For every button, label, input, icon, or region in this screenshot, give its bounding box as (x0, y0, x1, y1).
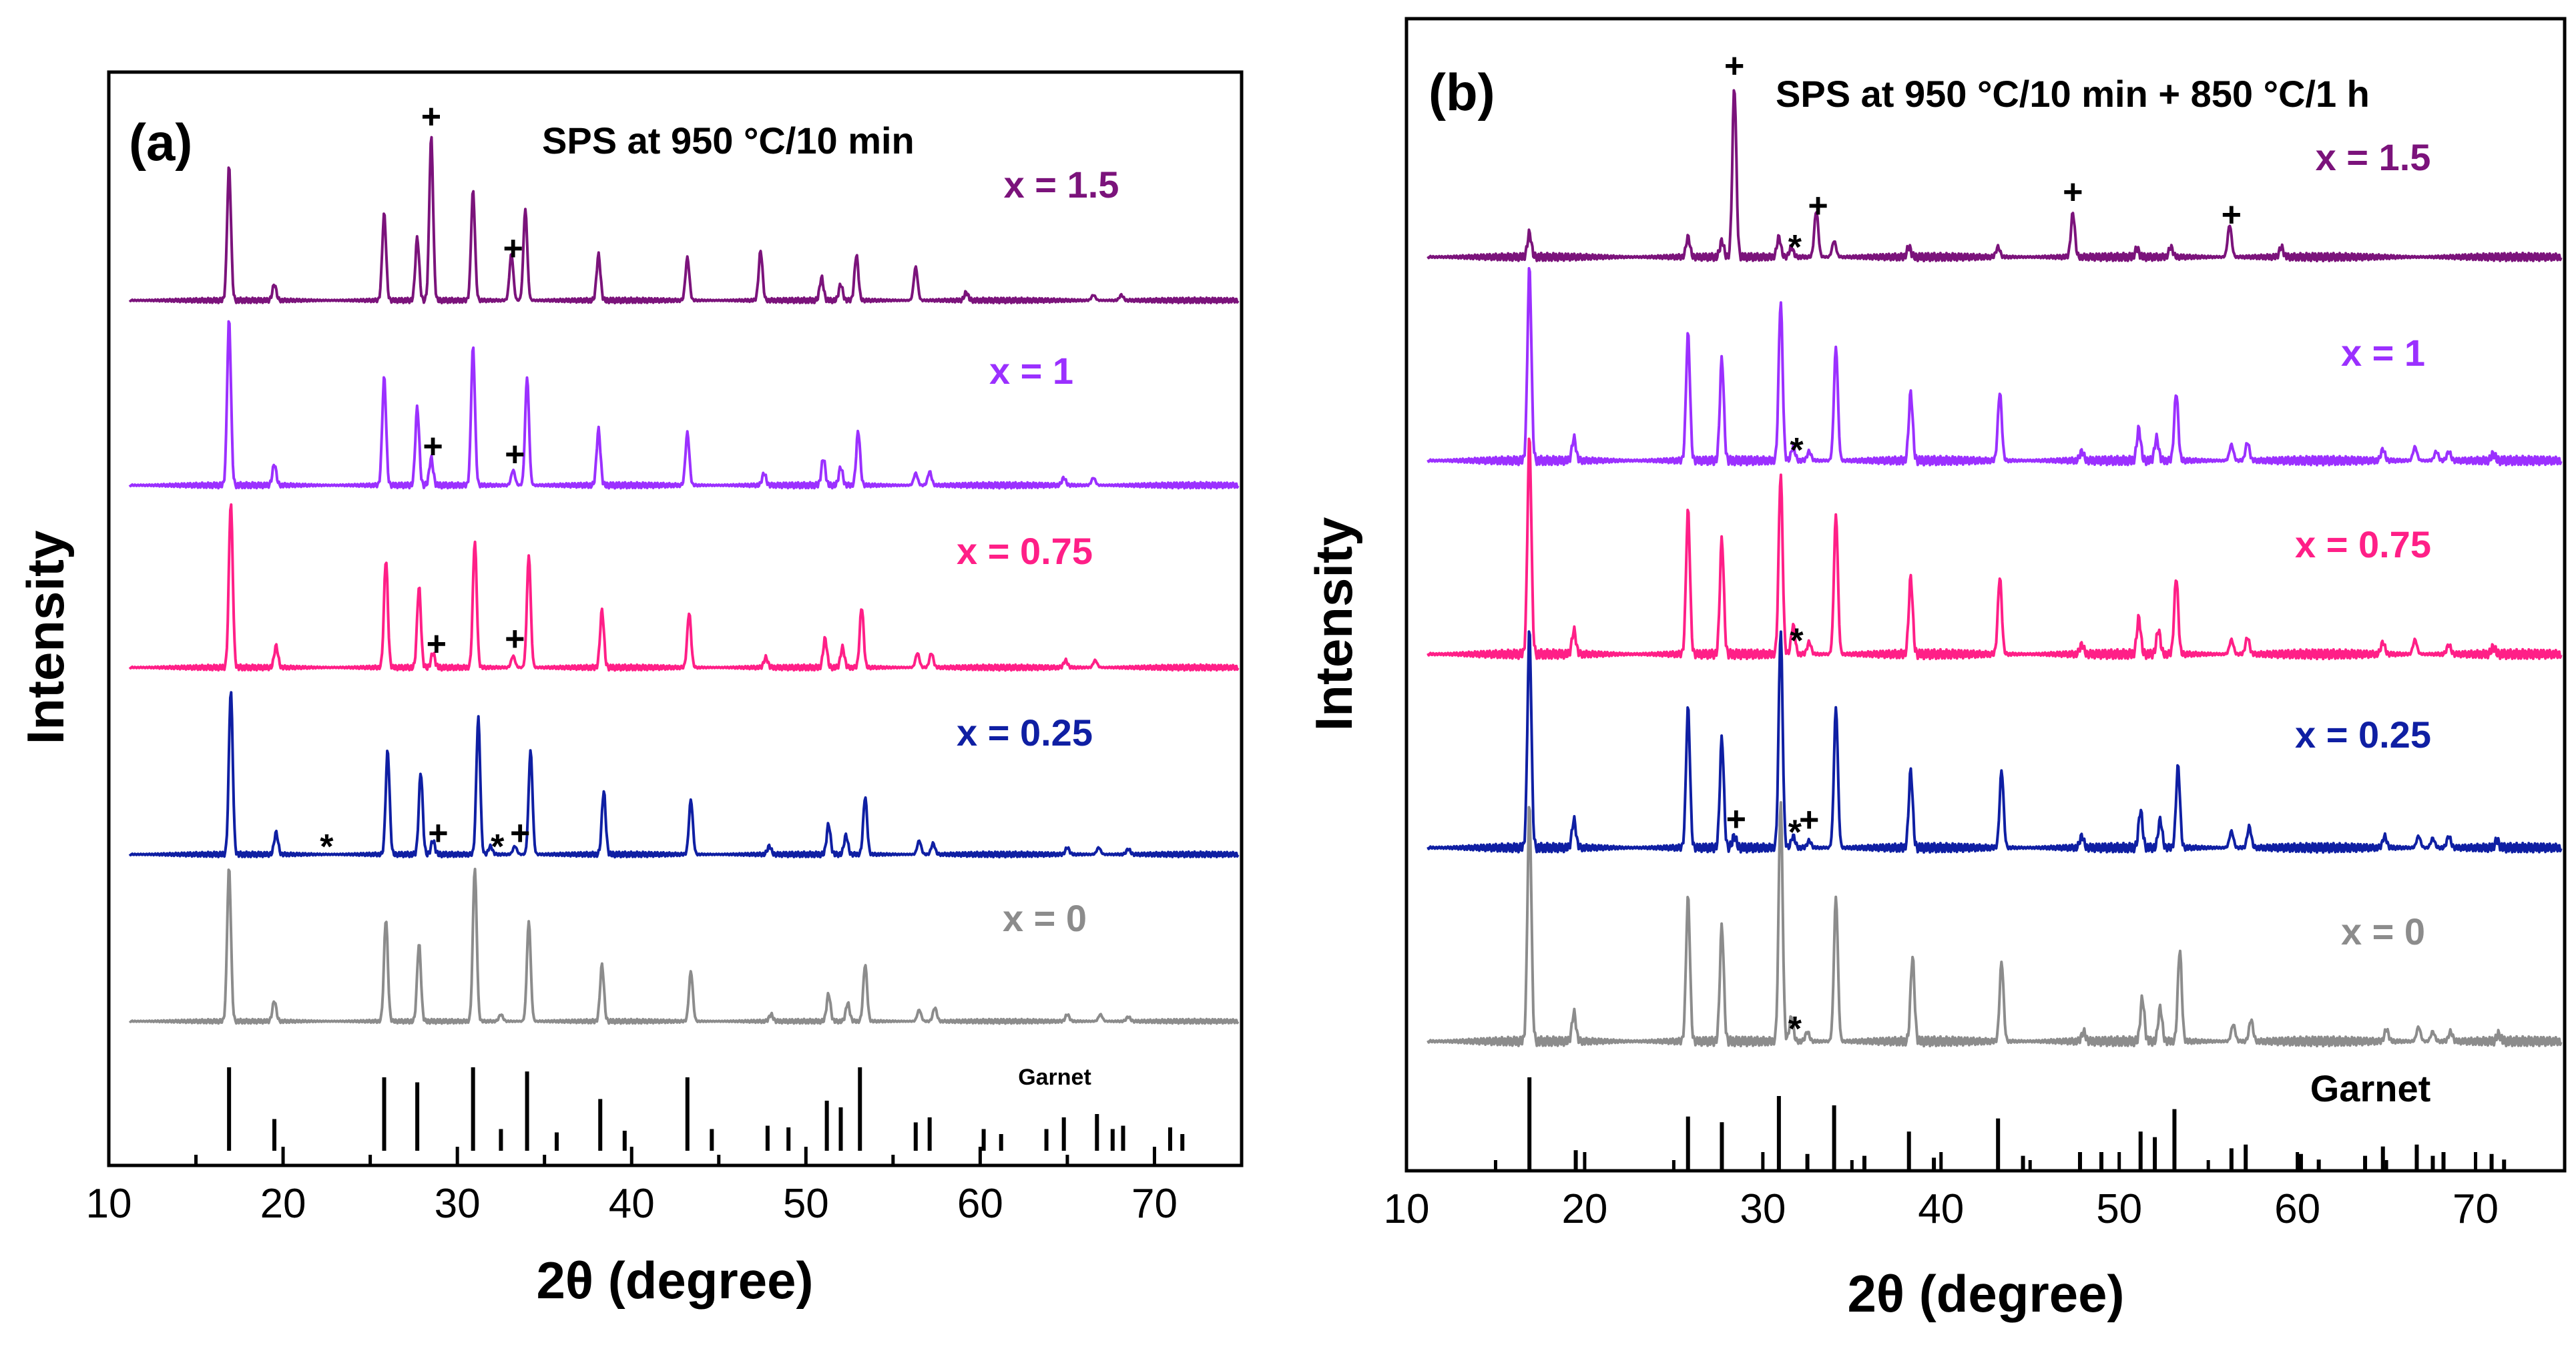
plus-phase-marker: + (1799, 801, 1819, 840)
series-line-x-0-25 (128, 691, 1240, 859)
x-tick-label: 50 (783, 1181, 829, 1227)
series-label-x-1: x = 1 (989, 350, 1073, 392)
series-label-x-0: x = 0 (1003, 897, 1087, 939)
plus-phase-marker: + (503, 230, 523, 268)
panel-label: (a) (129, 113, 192, 172)
plus-phase-marker: + (1808, 186, 1828, 225)
series-line-x-0 (1427, 801, 2563, 1048)
series-label-x-0: x = 0 (2341, 910, 2425, 953)
star-phase-marker: * (320, 828, 334, 866)
plus-phase-marker: + (1726, 800, 1746, 838)
x-tick-label: 10 (86, 1181, 132, 1227)
x-tick-label: 40 (1918, 1186, 1964, 1232)
panel-label: (b) (1429, 63, 1495, 121)
series-label-x-0-75: x = 0.75 (2295, 523, 2431, 565)
series-label-x-1-5: x = 1.5 (2316, 136, 2431, 178)
plus-phase-marker: + (505, 620, 525, 659)
x-tick-label: 10 (1384, 1186, 1430, 1232)
series-label-x-0-75: x = 0.75 (957, 530, 1093, 572)
star-phase-marker: * (1788, 1010, 1802, 1049)
series-line-x-0-75 (128, 503, 1240, 672)
plus-phase-marker: + (510, 814, 530, 853)
series-line-x-1 (128, 320, 1240, 490)
star-phase-marker: * (1788, 813, 1802, 852)
series-line-x-0-75 (1427, 437, 2563, 661)
reference-label: Garnet (2310, 1067, 2431, 1109)
panel-title: SPS at 950 °C/10 min + 850 °C/1 h (1776, 73, 2370, 115)
plus-phase-marker: + (427, 625, 447, 663)
x-tick-label: 40 (609, 1181, 655, 1227)
series-line-x-1-5 (128, 136, 1240, 304)
plus-phase-marker: + (505, 435, 525, 474)
plus-phase-marker: + (2063, 173, 2083, 212)
y-axis-title: Intensity (16, 531, 75, 745)
series-label-x-1-5: x = 1.5 (1004, 164, 1119, 206)
series-line-x-0 (128, 868, 1240, 1025)
star-phase-marker: * (1790, 431, 1804, 470)
series-label-x-0-25: x = 0.25 (957, 712, 1093, 754)
x-tick-label: 30 (435, 1181, 481, 1227)
x-tick-label: 20 (1561, 1186, 1607, 1232)
star-phase-marker: * (1788, 228, 1802, 267)
x-tick-label: 70 (1131, 1181, 1178, 1227)
panel-title: SPS at 950 °C/10 min (542, 119, 915, 162)
star-phase-marker: * (491, 828, 505, 866)
panel-a: (a) SPS at 950 °C/10 min 2θ (degree) Int… (16, 70, 1244, 1310)
y-axis-title: Intensity (1304, 517, 1363, 732)
series-line-x-1-5 (1427, 89, 2563, 262)
plus-phase-marker: + (1724, 47, 1744, 85)
x-tick-label: 50 (2096, 1186, 2142, 1232)
series-label-x-0-25: x = 0.25 (2295, 714, 2431, 756)
series-label-x-1: x = 1 (2341, 332, 2425, 374)
panel-b: (b) SPS at 950 °C/10 min + 850 °C/1 h 2θ… (1304, 17, 2567, 1323)
x-tick-label: 20 (260, 1181, 306, 1227)
star-phase-marker: * (1790, 622, 1804, 661)
x-axis-title: 2θ (degree) (537, 1251, 814, 1310)
reference-label: Garnet (1018, 1065, 1091, 1090)
plus-phase-marker: + (428, 814, 448, 853)
x-axis-title: 2θ (degree) (1848, 1264, 2125, 1323)
series-line-x-1 (1427, 267, 2563, 467)
x-tick-label: 30 (1740, 1186, 1786, 1232)
plus-phase-marker: + (423, 427, 443, 466)
x-tick-label: 70 (2453, 1186, 2499, 1232)
x-tick-label: 60 (2274, 1186, 2320, 1232)
plus-phase-marker: + (2222, 196, 2242, 234)
plot-frame (107, 70, 1244, 1167)
series-line-x-0-25 (1427, 630, 2563, 854)
x-tick-label: 60 (957, 1181, 1003, 1227)
plus-phase-marker: + (421, 97, 441, 136)
plot-frame (1404, 17, 2567, 1173)
